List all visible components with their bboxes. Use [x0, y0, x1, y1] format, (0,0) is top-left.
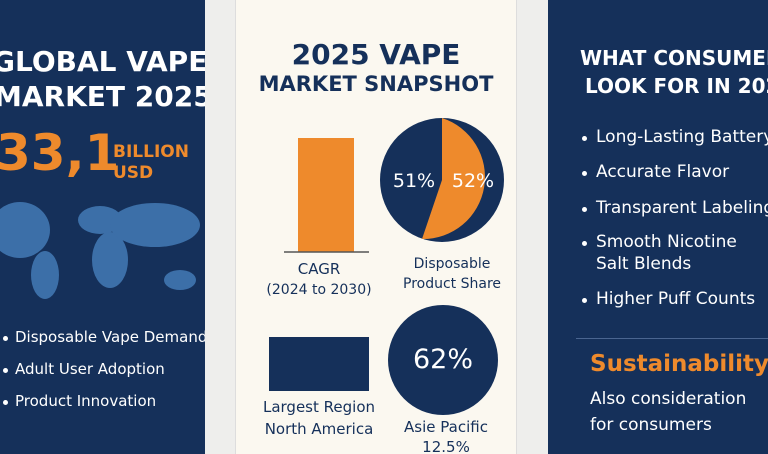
title: GLOBAL VAPE [0, 45, 205, 78]
bullet-text: Transparent Labeling [596, 198, 768, 218]
label: Disposable [413, 256, 491, 272]
label: CAGR [297, 260, 341, 278]
pie-label: 52% [451, 170, 495, 192]
label: North America [264, 420, 374, 438]
title: 2025 VAPE [291, 38, 461, 71]
bullet-dot [3, 336, 8, 341]
label: Product Share [402, 276, 502, 292]
bullet-text: Disposable Vape Demand [15, 328, 205, 346]
divider [576, 338, 768, 339]
unit: BILLION [113, 142, 189, 162]
bullet-dot [582, 171, 587, 176]
bullet-dot [3, 400, 8, 405]
note: Also consideration [590, 389, 747, 409]
pie-label: 51% [392, 170, 436, 192]
bullet-text: Salt Blends [596, 254, 692, 274]
bullet-dot [582, 136, 587, 141]
circle-value: 62% [412, 344, 474, 375]
title: MARKET 2025 [0, 80, 205, 113]
bullet-dot [582, 241, 587, 246]
highlight: Sustainability [590, 351, 768, 377]
bullet-text: Smooth Nicotine [596, 232, 737, 252]
right-panel: WHAT CONSUMERS LOOK FOR IN 2025 Long-Las… [548, 0, 768, 454]
graphics [269, 118, 504, 415]
label: Largest Region [262, 398, 376, 416]
unit: USD [113, 163, 154, 183]
title: WHAT CONSUMERS [580, 46, 768, 70]
bullet-text: Product Innovation [15, 392, 157, 410]
world-map [0, 202, 200, 299]
label: Asie Pacific [404, 418, 488, 436]
bullet-dot [3, 368, 8, 373]
bullet-dot [582, 207, 587, 212]
amount: 33,1 [0, 124, 120, 182]
label: (2024 to 2030) [266, 282, 372, 298]
note: for consumers [590, 415, 712, 435]
bullet-text: Accurate Flavor [596, 162, 730, 182]
title: LOOK FOR IN 2025 [585, 74, 768, 98]
middle-panel: 2025 VAPE MARKET SNAPSHOT CAGR (2024 to … [235, 0, 517, 454]
bullet-text: Adult User Adoption [15, 360, 165, 378]
title: MARKET SNAPSHOT [258, 72, 494, 96]
bullet-text: Long-Lasting Battery [596, 127, 768, 147]
bullet-text: Higher Puff Counts [596, 289, 756, 309]
left-panel: GLOBAL VAPE MARKET 2025 33,1 BILLION USD… [0, 0, 205, 454]
label: 12.5% [422, 438, 470, 454]
bullet-dot [582, 298, 587, 303]
